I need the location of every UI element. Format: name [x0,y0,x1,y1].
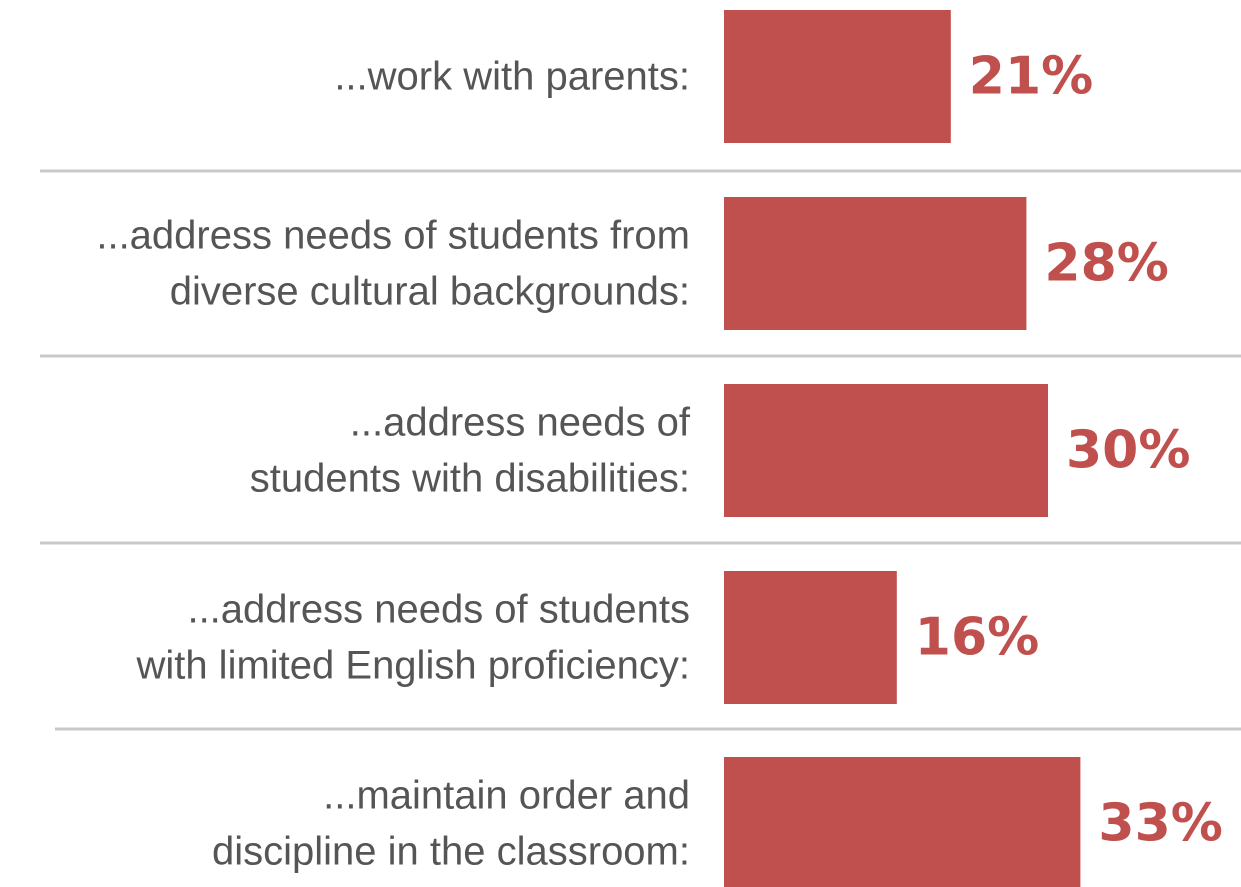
category-label-line: ...address needs of [350,401,691,445]
category-label-4: ...address needs of students with limited… [135,588,690,688]
value-label-4: 16% [915,608,1039,668]
category-label-line: ...work with parents: [334,55,690,99]
row-dividers [40,169,1241,731]
category-label-line: diverse cultural backgrounds: [170,270,690,314]
value-labels-group: 21% 28% 30% 16% 33% [915,47,1223,854]
category-label-5: ...maintain order and discipline in the c… [212,774,690,874]
category-label-line: with limited English proficiency: [135,644,690,688]
bar-5 [724,757,1081,887]
category-label-line: ...address needs of students from [96,214,690,258]
category-label-line: ...address needs of students [187,588,690,632]
category-label-line: students with disabilities: [250,457,690,501]
category-label-1: ...work with parents: [334,55,690,99]
category-labels-group: ...work with parents: ...address needs of… [96,55,691,874]
category-label-line: ...maintain order and [323,774,690,818]
bar-2 [724,197,1027,330]
category-label-line: discipline in the classroom: [212,830,690,874]
category-label-2: ...address needs of students from diverse… [96,214,690,314]
value-label-2: 28% [1044,234,1168,294]
value-label-3: 30% [1066,421,1190,481]
bars-group [724,10,1081,887]
value-label-1: 21% [969,47,1093,107]
bar-1 [724,10,951,143]
category-label-3: ...address needs of students with disabil… [250,401,691,501]
bar-3 [724,384,1048,517]
value-label-5: 33% [1098,794,1222,854]
bar-4 [724,571,897,704]
